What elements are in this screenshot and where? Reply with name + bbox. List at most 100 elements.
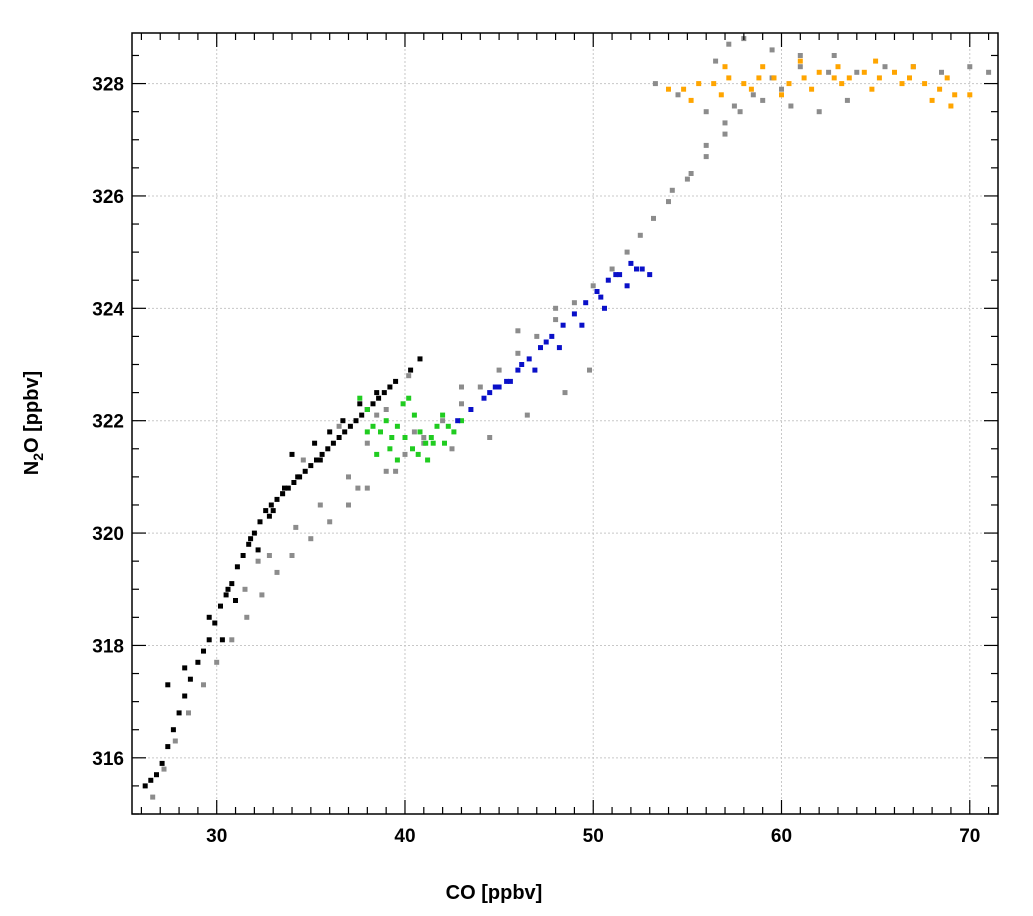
data-point <box>280 491 286 497</box>
data-point <box>289 553 295 558</box>
data-point <box>266 553 272 558</box>
data-point <box>423 440 429 446</box>
data-point <box>402 451 408 457</box>
data-point <box>515 328 521 334</box>
data-point <box>393 468 399 474</box>
data-point <box>400 401 406 407</box>
data-point <box>487 435 493 440</box>
data-point <box>393 378 399 384</box>
data-point <box>148 777 154 783</box>
data-point <box>481 395 487 401</box>
y-tick-label: 320 <box>92 524 124 545</box>
x-tick-label: 70 <box>959 826 980 847</box>
data-point <box>788 103 794 109</box>
data-point <box>182 693 188 699</box>
data-point <box>675 92 681 98</box>
data-point <box>285 485 291 491</box>
y-tick-label: 316 <box>92 749 124 770</box>
data-point <box>374 412 380 418</box>
data-point <box>263 508 269 514</box>
data-point <box>201 682 206 688</box>
data-point <box>779 92 784 98</box>
data-point <box>526 356 532 362</box>
data-point <box>624 283 630 289</box>
data-point <box>340 418 346 424</box>
data-point <box>651 215 656 221</box>
data-point <box>342 429 348 435</box>
data-point <box>295 474 301 480</box>
data-point <box>681 86 687 92</box>
x-axis-title: CO [ppbv] <box>446 882 543 904</box>
data-point <box>496 384 502 390</box>
data-point <box>383 407 389 412</box>
data-point <box>534 333 540 339</box>
data-point <box>406 373 412 379</box>
data-point <box>543 339 549 345</box>
data-point <box>839 81 845 87</box>
data-point <box>319 451 325 457</box>
data-point <box>425 457 431 463</box>
data-point <box>722 64 728 70</box>
data-point <box>831 53 837 58</box>
data-point <box>459 401 464 407</box>
data-point <box>797 64 803 70</box>
data-point <box>492 384 498 390</box>
data-point <box>374 390 380 396</box>
data-point <box>410 446 415 452</box>
data-point <box>274 569 280 575</box>
data-point <box>387 446 393 452</box>
data-point <box>218 603 223 609</box>
data-point <box>831 75 837 81</box>
data-point <box>240 553 246 558</box>
data-point <box>257 519 263 525</box>
data-point <box>944 75 950 81</box>
data-point <box>713 58 719 64</box>
data-point <box>786 81 792 87</box>
data-point <box>408 367 414 373</box>
data-point <box>289 451 295 457</box>
x-tick-label: 60 <box>771 826 792 847</box>
axis-ticks <box>132 33 998 815</box>
data-point <box>225 586 231 592</box>
data-point <box>317 457 323 463</box>
data-point <box>750 92 756 98</box>
data-point <box>854 69 860 75</box>
data-point <box>666 86 671 92</box>
data-point <box>176 710 182 716</box>
data-point <box>532 367 538 373</box>
data-point <box>259 592 265 598</box>
y-axis-title-subscript: 2 <box>30 453 46 461</box>
data-point <box>967 92 973 98</box>
data-point <box>967 64 973 70</box>
data-point <box>741 81 747 87</box>
data-point <box>187 676 193 682</box>
data-point <box>756 75 762 81</box>
data-point <box>417 429 423 435</box>
data-point <box>223 592 229 598</box>
data-point <box>336 423 342 429</box>
data-point <box>246 541 252 547</box>
data-point <box>873 58 879 64</box>
data-point <box>402 435 408 440</box>
plot-frame <box>131 32 999 815</box>
data-point <box>899 81 905 87</box>
data-point <box>835 64 841 70</box>
data-point <box>731 103 737 109</box>
data-point <box>816 109 822 115</box>
data-point <box>477 384 483 390</box>
data-point <box>583 300 589 306</box>
series-4 <box>455 260 653 424</box>
data-point <box>628 260 634 266</box>
data-point <box>711 81 717 87</box>
data-point <box>357 401 363 407</box>
data-point <box>797 53 803 58</box>
data-point <box>394 457 400 463</box>
data-point <box>556 345 562 351</box>
data-point <box>282 485 287 491</box>
data-point <box>154 772 159 778</box>
data-point <box>844 97 850 103</box>
data-point <box>459 384 464 390</box>
data-point <box>186 710 191 716</box>
data-point <box>442 440 447 446</box>
